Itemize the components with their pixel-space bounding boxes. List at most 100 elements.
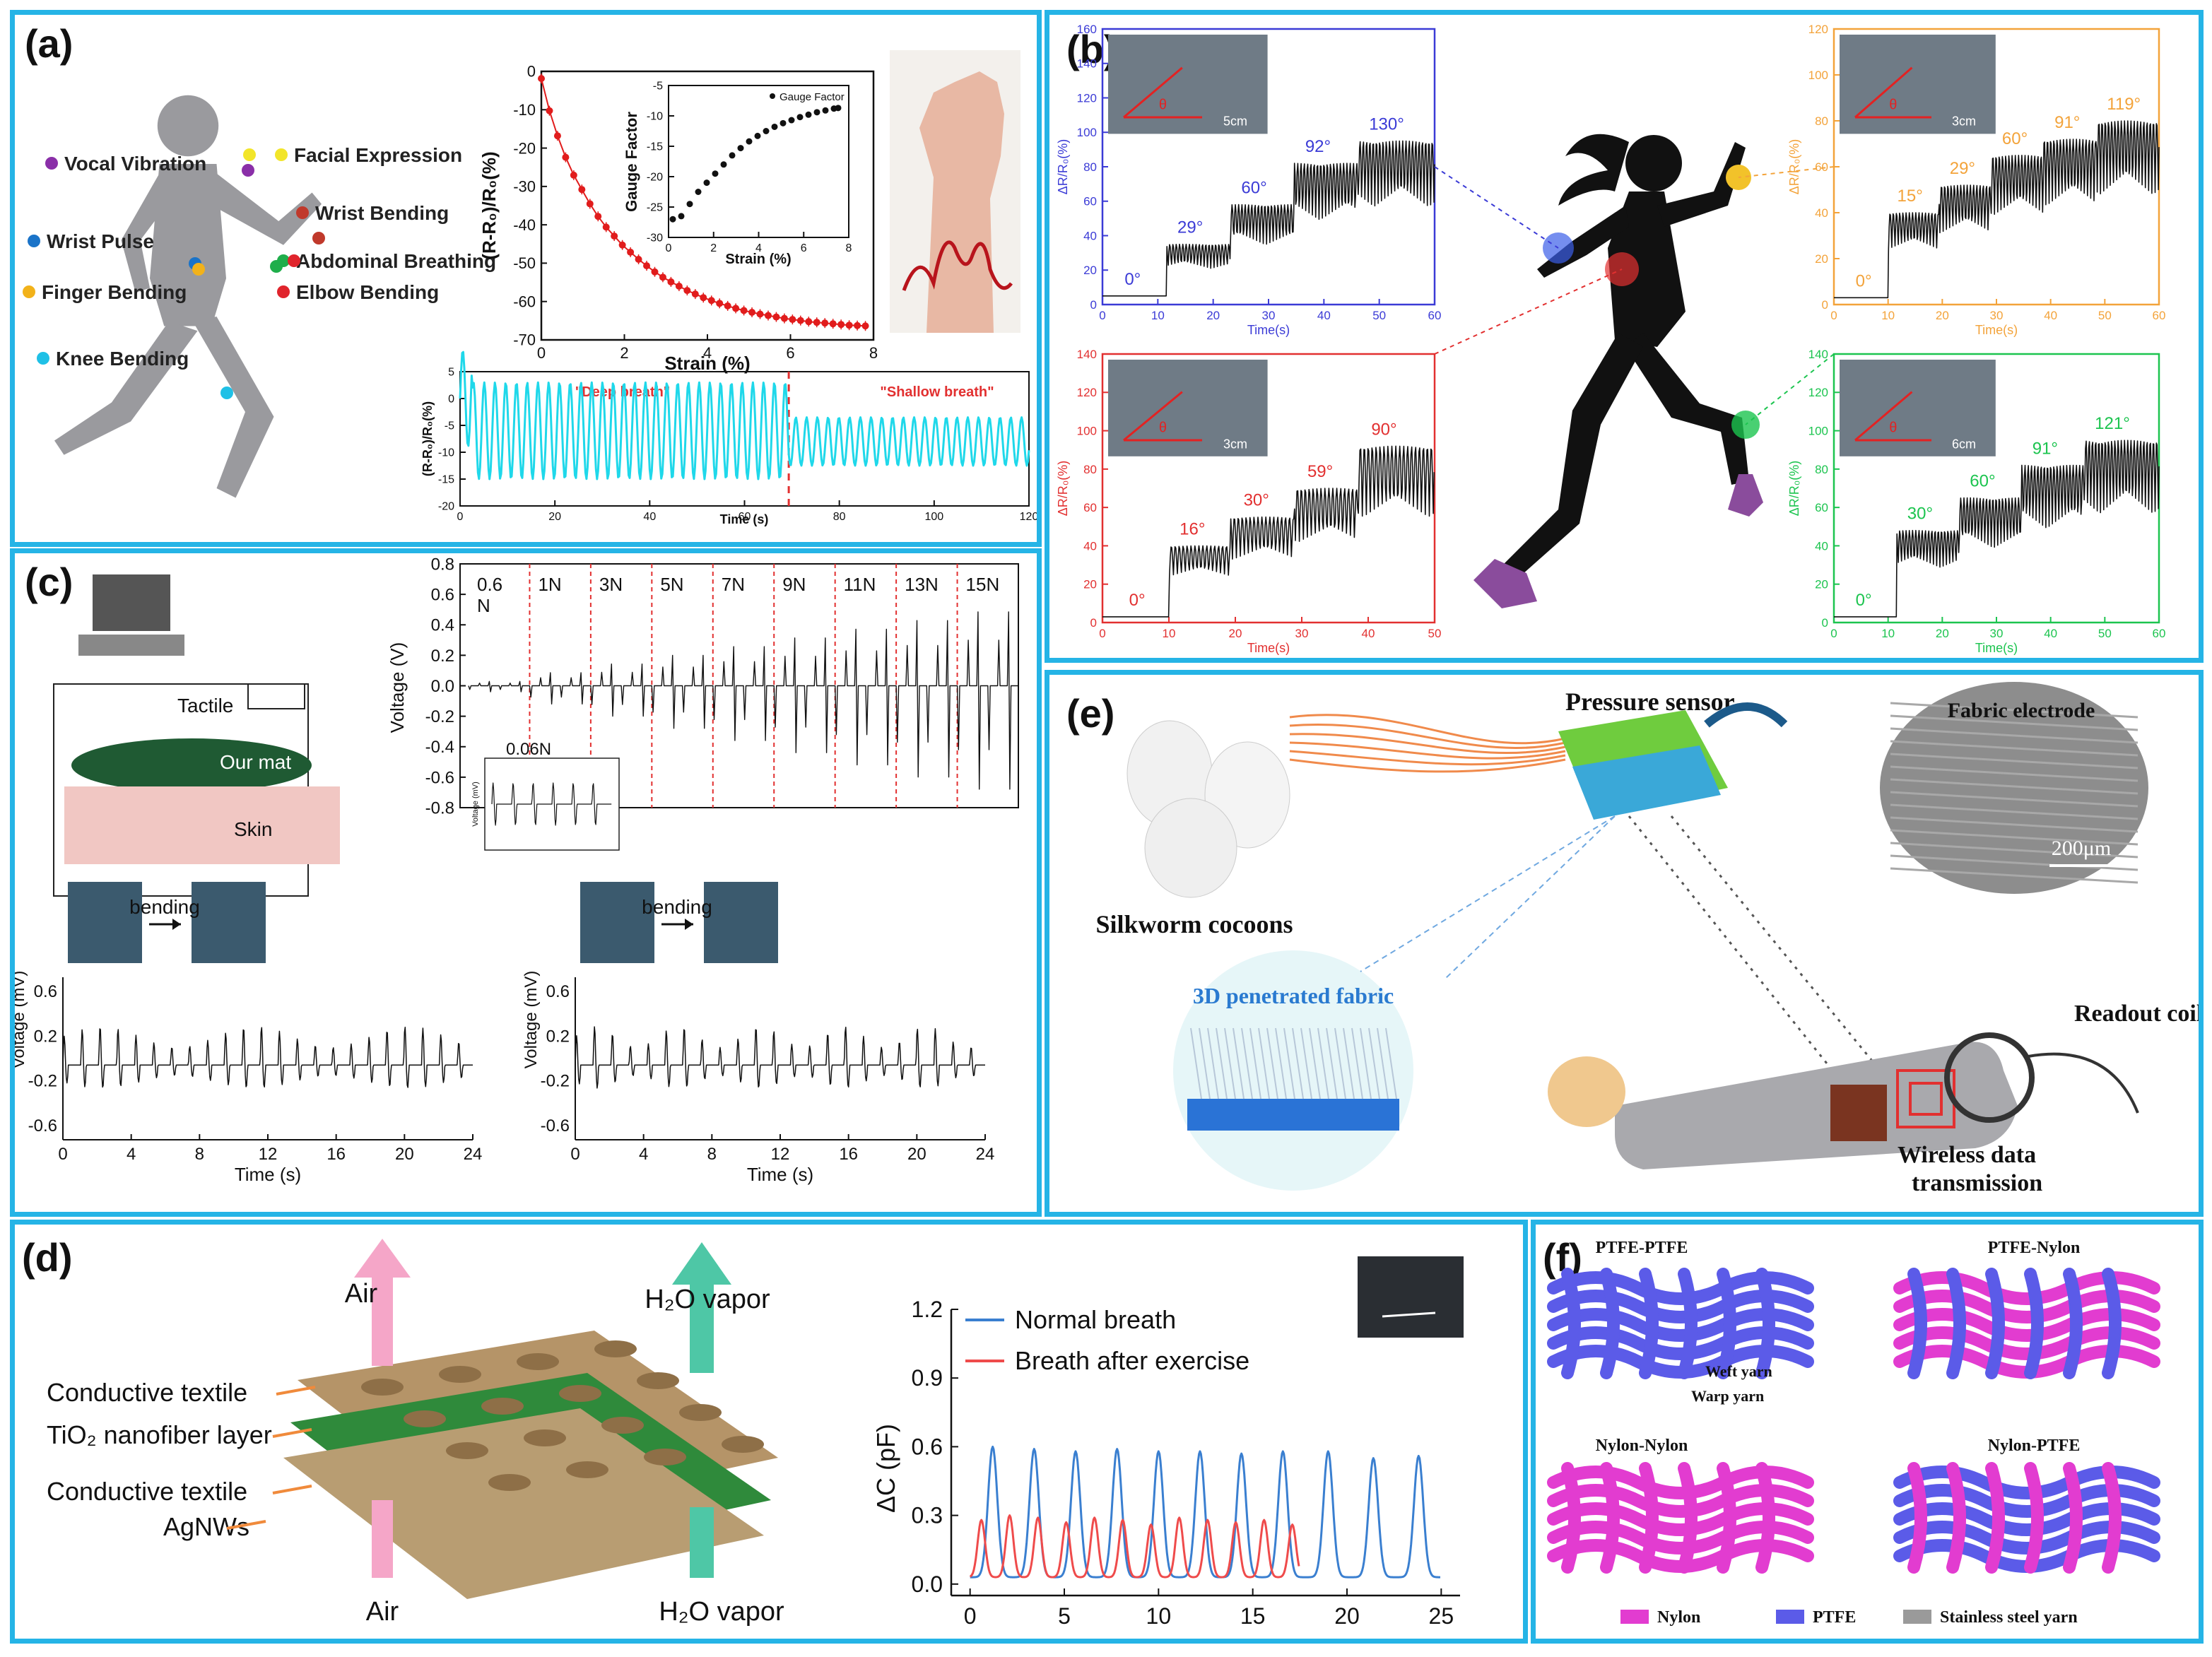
fabric-3d-base <box>1187 1099 1399 1131</box>
gauge-point <box>678 213 685 220</box>
shallow-breath-label: "Shallow breath" <box>880 384 994 400</box>
fabric-3d-fiber <box>1190 1027 1202 1099</box>
y-tick-label: 80 <box>1083 160 1097 174</box>
cap-xtick-label: 15 <box>1240 1603 1266 1629</box>
gauge-point <box>788 117 795 124</box>
wireless-label-1: Wireless data <box>1898 1142 2036 1168</box>
silk-thread <box>1289 758 1566 773</box>
tl-plot-angle-line2 <box>1123 66 1183 119</box>
bend-left-trace <box>62 1026 473 1088</box>
y-tick-label: 120 <box>1808 23 1828 36</box>
mat-shape <box>71 738 312 792</box>
fabric-3d-fiber <box>1385 1027 1397 1099</box>
x-tick-label: 40 <box>2044 309 2057 322</box>
readout-coil <box>1944 1032 2035 1123</box>
bend-right-ytick-label: -0.6 <box>541 1116 570 1136</box>
x-tick-label: 40 <box>2044 627 2057 640</box>
sem-fiber <box>1890 740 2139 757</box>
body-site-dot <box>23 285 35 298</box>
weave-nylon-nylon <box>1547 1462 1814 1574</box>
sem-fiber <box>1890 714 2139 731</box>
flow-arrow <box>1704 702 1788 728</box>
cap-ytick-label: 0.3 <box>912 1503 943 1528</box>
warp-label: Warp yarn <box>1691 1387 1764 1405</box>
sensor-dot <box>270 260 283 273</box>
vapor-arrow-top <box>690 1274 714 1373</box>
strain-chart-xlabel: Strain (%) <box>664 353 750 374</box>
bl-plot-angle-line2 <box>1123 391 1183 442</box>
right-leg <box>192 317 274 498</box>
fabric-3d-fiber <box>1233 1027 1245 1099</box>
weave-ptfe-nylon-warp <box>1946 1268 1966 1379</box>
legend-label: Normal breath <box>1015 1305 1176 1334</box>
x-tick-label: 60 <box>739 511 751 523</box>
skin-block <box>64 786 340 864</box>
x-tick-label: 30 <box>1990 627 2004 640</box>
tr-plot-ylabel: ΔR/R₀(%) <box>1787 139 1801 195</box>
sensor-dot <box>242 164 254 177</box>
x-tick-label: 40 <box>1317 309 1331 322</box>
tl-plot: 0 10 20 30 40 50 60 0 20 40 60 80 100 120 140 160 ΔR/R₀(… <box>1056 23 1441 337</box>
gauge-inset: 0 2 4 6 8 -30 -25 -20 -15 -10 -5 Gauge Factor Strain… <box>623 81 852 267</box>
torso <box>150 164 226 326</box>
x-tick-label: 8 <box>846 242 852 254</box>
y-tick-label: 0.6 <box>431 586 454 605</box>
y-tick-label: 140 <box>1808 348 1828 361</box>
x-tick-label: 30 <box>1262 309 1276 322</box>
tl-plot-angle-label: 130° <box>1369 114 1404 134</box>
fabric-3d-fiber <box>1224 1027 1236 1099</box>
x-tick-label: 40 <box>643 511 656 523</box>
bend-left-ytick-label: -0.2 <box>28 1072 57 1091</box>
air-arrowhead-top <box>354 1239 411 1278</box>
bl-plot-scale-label: 3cm <box>1223 437 1247 451</box>
tr-plot-xlabel: Time(s) <box>1975 323 2018 337</box>
weave-ptfe-nylon-warp <box>2102 1268 2122 1379</box>
gauge-point <box>835 105 842 112</box>
inset-bg <box>669 85 849 237</box>
cap-ytick-label: 0.0 <box>912 1572 943 1597</box>
force-label: N <box>477 595 490 616</box>
br-plot-xlabel: Time(s) <box>1975 641 2018 655</box>
vapor-arrowhead-top <box>672 1242 731 1285</box>
weave-ptfe-ptfe <box>1547 1268 1814 1379</box>
laptop-screen <box>93 574 170 631</box>
bend-left-xtick-label: 8 <box>195 1145 204 1164</box>
gauge-point <box>737 145 744 152</box>
fabric-3d-fiber <box>1266 1027 1278 1099</box>
bend-left-xtick-label: 0 <box>58 1145 67 1164</box>
body-site-label: Abdominal Breathing <box>296 250 496 272</box>
y-tick-label: 0 <box>1090 616 1097 630</box>
x-tick-label: 0 <box>1830 627 1837 640</box>
link-dotted-1 <box>1628 815 1857 1099</box>
runner-shoe-right <box>1728 474 1763 517</box>
tr-plot-angle-label: 60° <box>2002 129 2028 148</box>
weave-hole <box>517 1353 559 1370</box>
force-label: 7N <box>722 574 745 595</box>
right-arm <box>214 173 322 245</box>
mat-label: Our mat <box>220 751 291 773</box>
tr-plot-trace <box>1834 120 2160 299</box>
arm-shape <box>1615 1042 2018 1169</box>
gauge-point <box>780 119 787 126</box>
y-tick-label: -10 <box>647 111 663 123</box>
gauge-point <box>763 128 770 134</box>
cap-ytick-label: 0.9 <box>912 1365 943 1391</box>
fabric-3d-fiber <box>1326 1027 1338 1099</box>
bend-left-xtick-label: 16 <box>326 1145 346 1164</box>
breath-ylabel: (R-R₀)/R₀(%) <box>420 401 435 476</box>
cap-xtick-label: 25 <box>1429 1603 1454 1629</box>
y-tick-label: 40 <box>1083 539 1097 553</box>
chest-photo <box>1358 1256 1464 1338</box>
y-tick-label: -5 <box>445 420 454 432</box>
gauge-point <box>720 161 727 168</box>
sensor-dot <box>192 263 205 276</box>
x-tick-label: 60 <box>2153 309 2166 322</box>
sem-fiber <box>1890 816 2139 833</box>
y-tick-label: -60 <box>513 293 536 310</box>
wrist-pulse-trace <box>902 240 1013 291</box>
weave-hole <box>601 1417 644 1434</box>
legend-label: Stainless steel yarn <box>1940 1608 2078 1627</box>
y-tick-label: 100 <box>1077 126 1097 139</box>
bend-left-ylabel: Voltage (mV) <box>15 971 28 1069</box>
body-site-label: Wrist Bending <box>315 202 449 224</box>
